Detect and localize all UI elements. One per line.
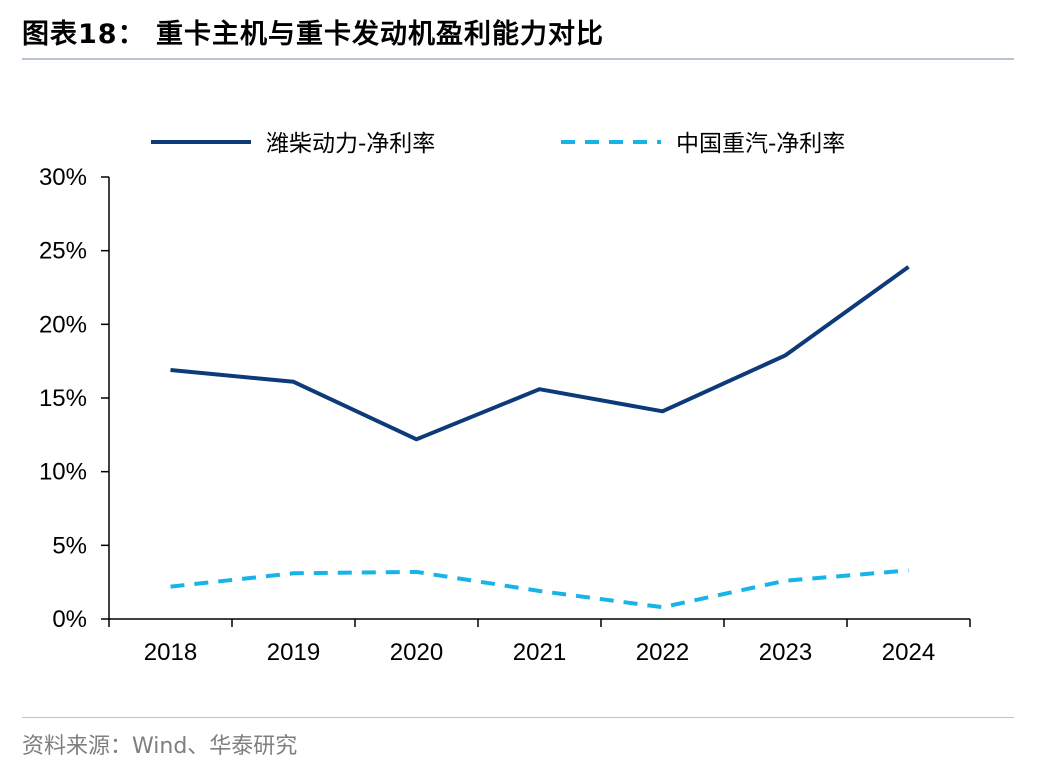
series-line-1 bbox=[170, 265, 910, 442]
x-tick-label: 2021 bbox=[513, 639, 566, 666]
y-tick-label: 30% bbox=[39, 164, 87, 191]
x-tick-label: 2024 bbox=[882, 639, 935, 666]
x-tick-label: 2019 bbox=[267, 639, 320, 666]
y-tick-label: 10% bbox=[39, 459, 87, 486]
y-tick-label: 5% bbox=[52, 532, 87, 559]
legend-label-1: 潍柴动力-净利率 bbox=[266, 131, 435, 157]
y-tick-label: 20% bbox=[39, 311, 87, 338]
x-tick-label: 2018 bbox=[144, 639, 197, 666]
legend-label-2: 中国重汽-净利率 bbox=[676, 131, 845, 157]
y-tick-label: 0% bbox=[52, 606, 87, 633]
title-divider bbox=[22, 58, 1014, 60]
source-note: 资料来源：Wind、华泰研究 bbox=[22, 734, 298, 759]
y-tick-label: 15% bbox=[39, 385, 87, 412]
x-tick-label: 2020 bbox=[390, 639, 443, 666]
series-line-2 bbox=[170, 568, 909, 610]
source-divider bbox=[22, 717, 1014, 718]
chart-title: 图表18： 重卡主机与重卡发动机盈利能力对比 bbox=[22, 19, 604, 50]
y-tick-label: 25% bbox=[39, 238, 87, 265]
x-tick-label: 2022 bbox=[636, 639, 689, 666]
x-tick-label: 2023 bbox=[759, 639, 812, 666]
